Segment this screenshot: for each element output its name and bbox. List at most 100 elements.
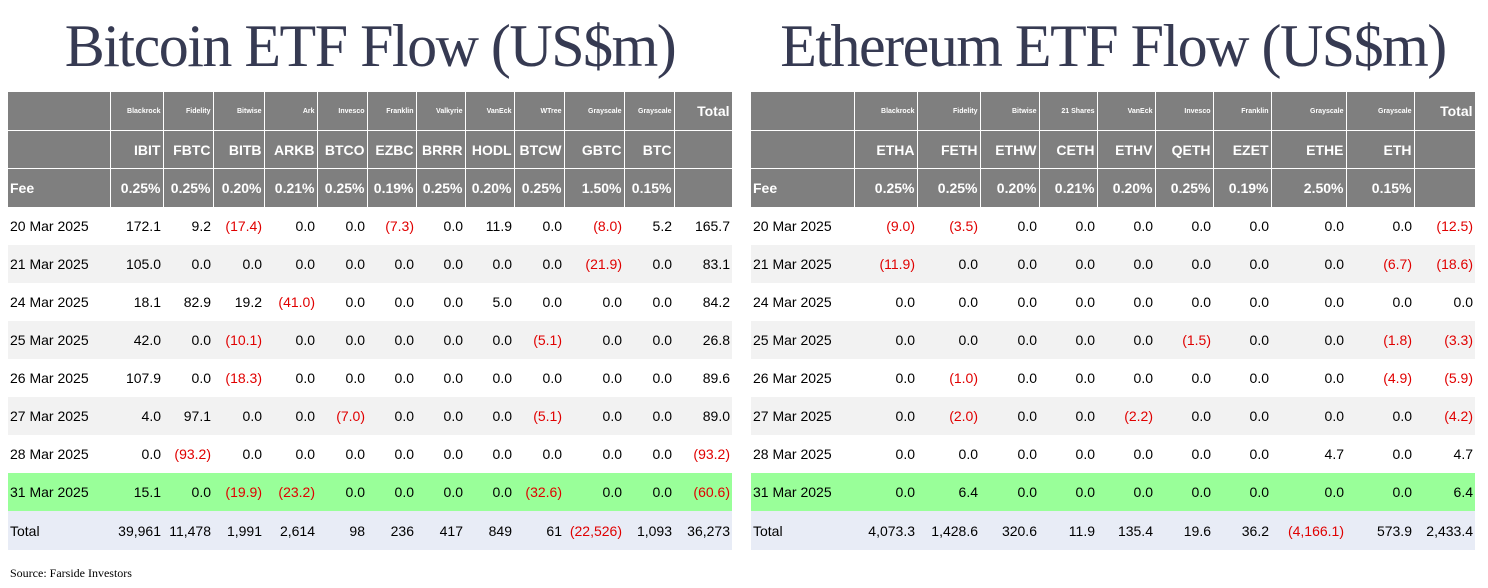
row-total-cell: (5.9) xyxy=(1414,359,1475,397)
flow-cell: 0.0 xyxy=(264,435,317,473)
flow-cell: 0.0 xyxy=(1097,283,1155,321)
ticker-header: ETHW xyxy=(980,130,1040,169)
flow-cell: 0.0 xyxy=(1039,435,1097,473)
total-cell: (22,526) xyxy=(564,511,624,550)
flow-cell: 9.2 xyxy=(163,207,213,245)
totals-label: Total xyxy=(751,511,854,550)
flow-cell: 0.0 xyxy=(564,473,624,511)
fee-value: 0.25% xyxy=(317,168,368,207)
flow-cell: 0.0 xyxy=(416,207,465,245)
flow-cell: 0.0 xyxy=(367,473,416,511)
flow-cell: 0.0 xyxy=(854,473,917,511)
table-row: 31 Mar 2025 15.1 0.0 (19.9) (23.2) 0.0 0.0 0.0 0… xyxy=(8,473,732,511)
ticker-blank-cell xyxy=(751,130,855,169)
flow-cell: 0.0 xyxy=(163,359,213,397)
total-cell: 1,093 xyxy=(624,511,674,550)
flow-cell: 0.0 xyxy=(1039,207,1097,245)
ticker-blank-cell xyxy=(8,130,111,169)
ticker-total-blank-cell xyxy=(1414,130,1476,169)
row-total-cell: (4.2) xyxy=(1414,397,1475,435)
flow-cell: 0.0 xyxy=(1213,397,1271,435)
flow-cell: 42.0 xyxy=(110,321,163,359)
bitcoin-etf-panel: Bitcoin ETF Flow (US$m) Blackrock Fidelit… xyxy=(8,0,733,550)
flow-cell: 0.0 xyxy=(1097,321,1155,359)
flow-cell: 0.0 xyxy=(514,245,564,283)
flow-cell: 0.0 xyxy=(1039,359,1097,397)
fee-value: 0.25% xyxy=(110,168,164,207)
flow-cell: 0.0 xyxy=(1213,435,1271,473)
fee-value: 0.25% xyxy=(514,168,565,207)
flow-cell: 0.0 xyxy=(465,397,514,435)
issuer-header-row: Blackrock Fidelity Bitwise 21 Shares VanEck I… xyxy=(751,92,1476,131)
flow-cell: 0.0 xyxy=(367,245,416,283)
table-row: 20 Mar 2025 (9.0) (3.5) 0.0 0.0 0.0 0.0 0.0 0.0 0… xyxy=(751,207,1475,245)
row-total-cell: (12.5) xyxy=(1414,207,1475,245)
row-total-cell: 89.0 xyxy=(674,397,732,435)
total-header: Total xyxy=(674,92,733,131)
flow-cell: 0.0 xyxy=(624,397,674,435)
flow-cell: (4.9) xyxy=(1346,359,1414,397)
total-cell: 98 xyxy=(317,511,367,550)
fee-label: Fee xyxy=(751,168,855,207)
flow-cell: 0.0 xyxy=(1039,283,1097,321)
flow-cell: 0.0 xyxy=(317,473,367,511)
flow-cell: 0.0 xyxy=(416,359,465,397)
flow-cell: 0.0 xyxy=(564,397,624,435)
fee-value: 0.25% xyxy=(854,168,918,207)
flow-cell: (7.3) xyxy=(367,207,416,245)
flow-cell: 0.0 xyxy=(980,397,1039,435)
flow-cell: (19.9) xyxy=(213,473,264,511)
flow-cell: 4.0 xyxy=(110,397,163,435)
flow-cell: 0.0 xyxy=(624,283,674,321)
total-cell: 11.9 xyxy=(1039,511,1097,550)
date-cell: 26 Mar 2025 xyxy=(751,359,854,397)
row-total-cell: (93.2) xyxy=(674,435,732,473)
flow-cell: 0.0 xyxy=(624,435,674,473)
flow-cell: 0.0 xyxy=(1155,207,1213,245)
flow-cell: 4.7 xyxy=(1271,435,1346,473)
flow-cell: (21.9) xyxy=(564,245,624,283)
fee-value: 2.50% xyxy=(1271,168,1347,207)
flow-cell: 0.0 xyxy=(213,435,264,473)
flow-cell: 0.0 xyxy=(465,359,514,397)
issuer-header: Invesco xyxy=(317,92,368,131)
table-row: 20 Mar 2025 172.1 9.2 (17.4) 0.0 0.0 (7.3) 0.0 1… xyxy=(8,207,732,245)
total-cell: 236 xyxy=(367,511,416,550)
issuer-header-row: Blackrock Fidelity Bitwise Ark Invesco Frankl… xyxy=(8,92,733,131)
bitcoin-flow-table: Blackrock Fidelity Bitwise Ark Invesco Frankl… xyxy=(8,92,733,550)
ethereum-etf-panel: Ethereum ETF Flow (US$m) Blackrock Fideli… xyxy=(751,0,1476,550)
flow-cell: 0.0 xyxy=(264,207,317,245)
flow-cell: 0.0 xyxy=(1271,397,1346,435)
flow-cell: 0.0 xyxy=(917,283,980,321)
grand-total-cell: 36,273 xyxy=(674,511,732,550)
issuer-header: VanEck xyxy=(465,92,515,131)
flow-cell: 0.0 xyxy=(514,359,564,397)
total-cell: 417 xyxy=(416,511,465,550)
total-cell: 1,991 xyxy=(213,511,264,550)
grand-total-cell: 2,433.4 xyxy=(1414,511,1475,550)
total-cell: 11,478 xyxy=(163,511,213,550)
flow-cell: (1.8) xyxy=(1346,321,1414,359)
flow-cell: 0.0 xyxy=(624,321,674,359)
ticker-header: BTCO xyxy=(317,130,368,169)
flow-cell: 5.2 xyxy=(624,207,674,245)
flow-cell: 0.0 xyxy=(1097,359,1155,397)
table-row: 24 Mar 2025 0.0 0.0 0.0 0.0 0.0 0.0 0.0 0.0 0.0 0.… xyxy=(751,283,1475,321)
ticker-header: ETHV xyxy=(1097,130,1156,169)
flow-cell: 0.0 xyxy=(1346,435,1414,473)
ticker-header: HODL xyxy=(465,130,515,169)
issuer-header: WTree xyxy=(514,92,565,131)
header-blank-cell xyxy=(8,92,111,131)
flow-cell: 0.0 xyxy=(1039,397,1097,435)
row-total-cell: 0.0 xyxy=(1414,283,1475,321)
fee-value: 0.19% xyxy=(1213,168,1272,207)
flow-cell: 0.0 xyxy=(1155,473,1213,511)
flow-cell: 0.0 xyxy=(1097,245,1155,283)
flow-cell: 0.0 xyxy=(416,321,465,359)
total-cell: 61 xyxy=(514,511,564,550)
flow-cell: 0.0 xyxy=(1213,359,1271,397)
total-cell: 1,428.6 xyxy=(917,511,980,550)
issuer-header: Bitwise xyxy=(980,92,1040,131)
flow-cell: (23.2) xyxy=(264,473,317,511)
fee-total-blank-cell xyxy=(674,168,733,207)
